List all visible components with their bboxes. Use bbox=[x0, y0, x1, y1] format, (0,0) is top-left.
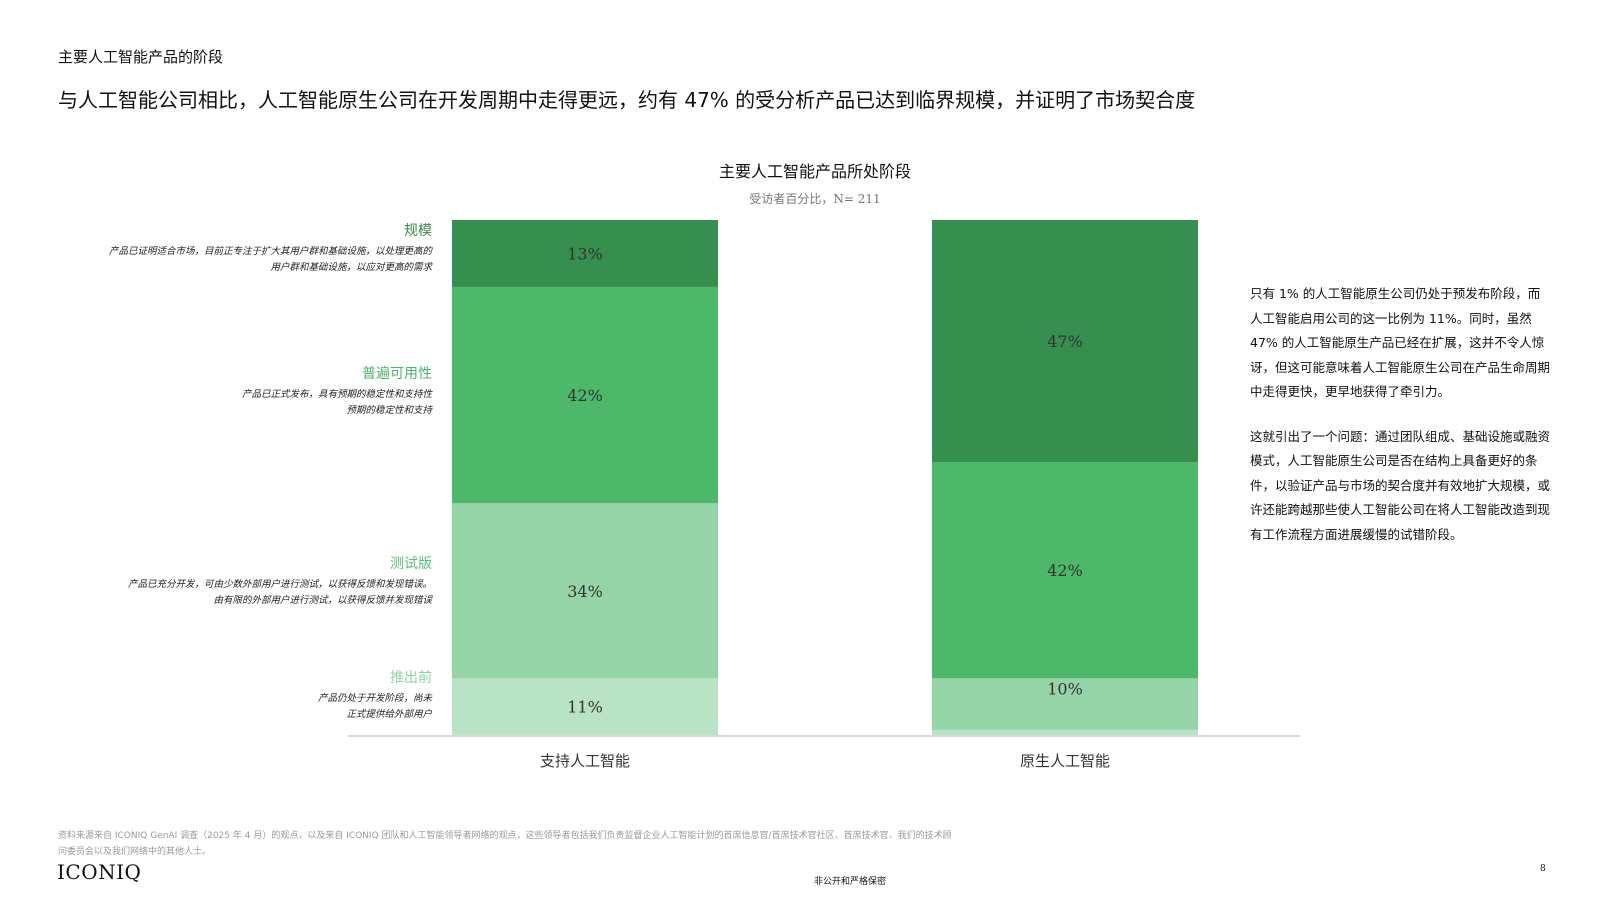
bar-value-label-1-1: 10% bbox=[1047, 679, 1083, 698]
category-label-1: 原生人工智能 bbox=[1020, 752, 1110, 770]
bar-value-label-1-3: 47% bbox=[1047, 332, 1083, 351]
stage-desc-ga-line2: 预期的稳定性和支持 bbox=[346, 405, 432, 416]
category-label-0: 支持人工智能 bbox=[540, 752, 630, 770]
stage-desc-beta-line2: 由有限的外部用户进行测试，以获得反馈并发现错误 bbox=[213, 595, 432, 606]
stage-desc-ga-line1: 产品已正式发布，具有预期的稳定性和支持性 bbox=[241, 389, 432, 400]
bar-segment-0-2 bbox=[452, 286, 718, 504]
stage-name-prelaunch: 推出前 bbox=[390, 670, 432, 686]
bar-segment-0-3 bbox=[452, 220, 718, 287]
bar-value-label-0-2: 42% bbox=[567, 386, 603, 405]
stage-name-beta: 测试版 bbox=[390, 556, 432, 572]
iconiq-logo: ICONIQ bbox=[57, 860, 142, 884]
stage-desc-prelaunch-line2: 正式提供给外部用户 bbox=[346, 709, 432, 720]
stage-desc-scale-line1: 产品已证明适合市场，目前正专注于扩大其用户群和基础设施，以处理更高的 bbox=[108, 246, 432, 257]
bar-segment-1-1 bbox=[932, 678, 1198, 730]
chart-title: 主要人工智能产品所处阶段 bbox=[718, 162, 911, 181]
stage-legend-prelaunch: 推出前 产品仍处于开发阶段，尚未 正式提供给外部用户 bbox=[60, 667, 432, 723]
commentary-paragraph-2: 这就引出了一个问题：通过团队组成、基础设施或融资模式，人工智能原生公司是否在结构… bbox=[1250, 428, 1551, 542]
commentary-paragraph-1: 只有 1% 的人工智能原生公司仍处于预发布阶段，而人工智能启用公司的这一比例为 … bbox=[1250, 286, 1551, 399]
bar-value-label-0-3: 13% bbox=[567, 244, 603, 263]
bar-value-label-1-2: 42% bbox=[1047, 561, 1083, 580]
bar-segment-0-0 bbox=[452, 678, 718, 735]
bar-value-label-0-0: 11% bbox=[567, 698, 603, 717]
page-number: 8 bbox=[1540, 864, 1546, 874]
source-footnote: 资料来源来自 ICONIQ GenAI 调查（2025 年 4 月）的观点，以及… bbox=[58, 831, 952, 857]
stage-desc-beta-line1: 产品已充分开发，可由少数外部用户进行测试，以获得反馈和发现错误。 bbox=[127, 579, 432, 590]
bar-value-label-0-1: 34% bbox=[567, 582, 603, 601]
stage-legend-beta: 测试版 产品已充分开发，可由少数外部用户进行测试，以获得反馈和发现错误。 由有限… bbox=[60, 553, 432, 609]
section-label: 主要人工智能产品的阶段 bbox=[58, 48, 224, 66]
bar-segment-1-0 bbox=[932, 729, 1198, 735]
stage-name-scale: 规模 bbox=[404, 223, 432, 239]
stage-name-ga: 普遍可用性 bbox=[362, 366, 432, 382]
commentary: 只有 1% 的人工智能原生公司仍处于预发布阶段，而人工智能启用公司的这一比例为 … bbox=[1250, 282, 1550, 567]
bar-segment-0-1 bbox=[452, 503, 718, 679]
confidential-label: 非公开和严格保密 bbox=[813, 877, 886, 887]
stage-desc-scale-line2: 用户群和基础设施，以应对更高的需求 bbox=[270, 262, 432, 273]
chart-subtitle: 受访者百分比，N= 211 bbox=[749, 192, 881, 206]
page-headline: 与人工智能公司相比，人工智能原生公司在开发周期中走得更远，约有 47% 的受分析… bbox=[58, 88, 1196, 112]
stage-desc-prelaunch-line1: 产品仍处于开发阶段，尚未 bbox=[317, 693, 432, 704]
stage-legend-scale: 规模 产品已证明适合市场，目前正专注于扩大其用户群和基础设施，以处理更高的 用户… bbox=[60, 220, 432, 276]
stage-legend-ga: 普遍可用性 产品已正式发布，具有预期的稳定性和支持性 预期的稳定性和支持 bbox=[60, 363, 432, 419]
bar-segment-1-2 bbox=[932, 462, 1198, 679]
bar-segment-1-3 bbox=[932, 220, 1198, 463]
